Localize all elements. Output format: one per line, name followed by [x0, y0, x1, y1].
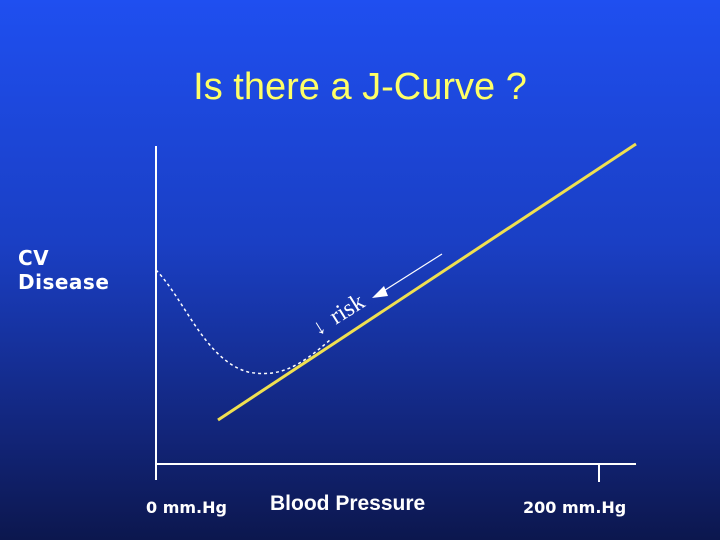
linear-risk-line: [217, 142, 637, 422]
x-axis-title: Blood Pressure: [270, 492, 426, 515]
annotation-arrow-head: [372, 286, 388, 298]
j-curve-dashed: [155, 269, 331, 375]
y-axis-label-line2: Disease: [18, 270, 110, 294]
x-axis-max-label: 200 mm.Hg: [523, 498, 627, 517]
x-axis-min-label: 0 mm.Hg: [146, 498, 227, 517]
y-axis-label: CV Disease: [18, 246, 109, 294]
risk-down-arrow: ↓: [307, 313, 330, 340]
svg-text:↓ risk: ↓ risk: [307, 289, 369, 341]
y-axis-label-line1: CV: [18, 246, 50, 270]
annotation-arrow-shaft: [381, 253, 443, 293]
slide-title: Is there a J-Curve ?: [193, 66, 527, 108]
